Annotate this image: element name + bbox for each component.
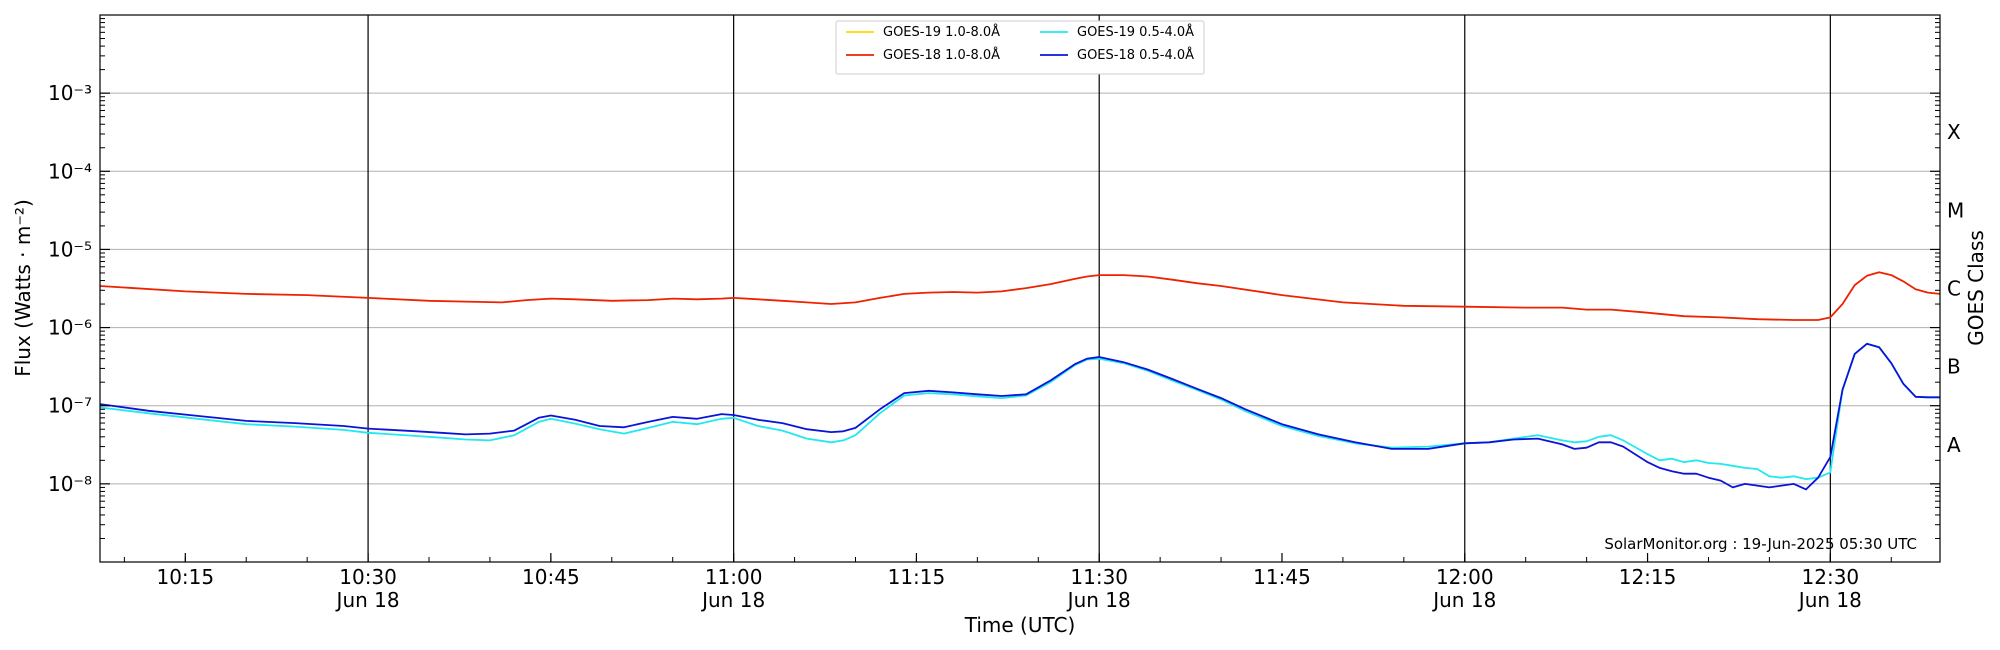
- goes-class-labels: A B C M X: [1947, 120, 1964, 457]
- x-tick-label: 11:15: [888, 565, 946, 589]
- x-tick-label: 10:15: [156, 565, 214, 589]
- y-tick-label: 10⁻⁵: [48, 237, 92, 261]
- y-tick-label: 10⁻⁷: [48, 394, 92, 418]
- series-line-3: [99, 342, 1940, 481]
- y2-axis-label: GOES Class: [1964, 230, 1988, 346]
- series-lines: [99, 271, 1941, 491]
- goes-class-label: B: [1947, 355, 1961, 379]
- legend-label: GOES-19 0.5-4.0Å: [1077, 24, 1194, 40]
- x-tick-label: 12:00: [1436, 565, 1494, 589]
- x-tick-label: 12:30: [1802, 565, 1860, 589]
- x-tick-date: Jun 18: [1066, 588, 1131, 612]
- x-tick-date: Jun 18: [700, 588, 765, 612]
- major-time-vertical-lines: [367, 15, 1831, 562]
- y-axis-ticks: 10⁻⁸ 10⁻⁷ 10⁻⁶ 10⁻⁵ 10⁻⁴ 10⁻³: [48, 18, 1940, 539]
- goes-class-label: C: [1947, 277, 1961, 301]
- x-tick-label: 11:30: [1070, 565, 1128, 589]
- x-tick-date: Jun 18: [1431, 588, 1496, 612]
- y-tick-label: 10⁻⁶: [48, 316, 92, 340]
- x-tick-label: 10:30: [339, 565, 397, 589]
- plot-frame: [99, 14, 1941, 563]
- x-tick-label: 11:45: [1253, 565, 1311, 589]
- legend-label: GOES-18 0.5-4.0Å: [1077, 47, 1194, 63]
- series-line-4: [99, 342, 1940, 491]
- x-axis-label: Time (UTC): [964, 613, 1076, 637]
- legend: GOES-19 1.0-8.0Å GOES-19 0.5-4.0Å GOES-18 …: [835, 20, 1205, 75]
- y-tick-label: 10⁻⁴: [48, 159, 92, 183]
- y-axis-label: Flux (Watts · m⁻²): [11, 199, 35, 377]
- x-tick-label: 12:15: [1619, 565, 1677, 589]
- y-tick-label: 10⁻³: [48, 81, 92, 105]
- y-tick-label: 10⁻⁸: [48, 472, 92, 496]
- x-tick-label: 11:00: [705, 565, 763, 589]
- x-tick-date: Jun 18: [335, 588, 400, 612]
- goes-class-label: A: [1947, 433, 1961, 457]
- x-tick-date: Jun 18: [1797, 588, 1862, 612]
- goes-class-label: M: [1947, 198, 1964, 222]
- goes-class-label: X: [1947, 120, 1961, 144]
- horizontal-grid-lines: [100, 92, 1940, 485]
- legend-box: [835, 20, 1205, 75]
- legend-label: GOES-19 1.0-8.0Å: [883, 24, 1000, 40]
- series-line-2: [99, 271, 1941, 321]
- footer-credit: SolarMonitor.org : 19-Jun-2025 05:30 UTC: [1604, 535, 1917, 553]
- x-tick-label: 10:45: [522, 565, 580, 589]
- legend-label: GOES-18 1.0-8.0Å: [883, 47, 1000, 63]
